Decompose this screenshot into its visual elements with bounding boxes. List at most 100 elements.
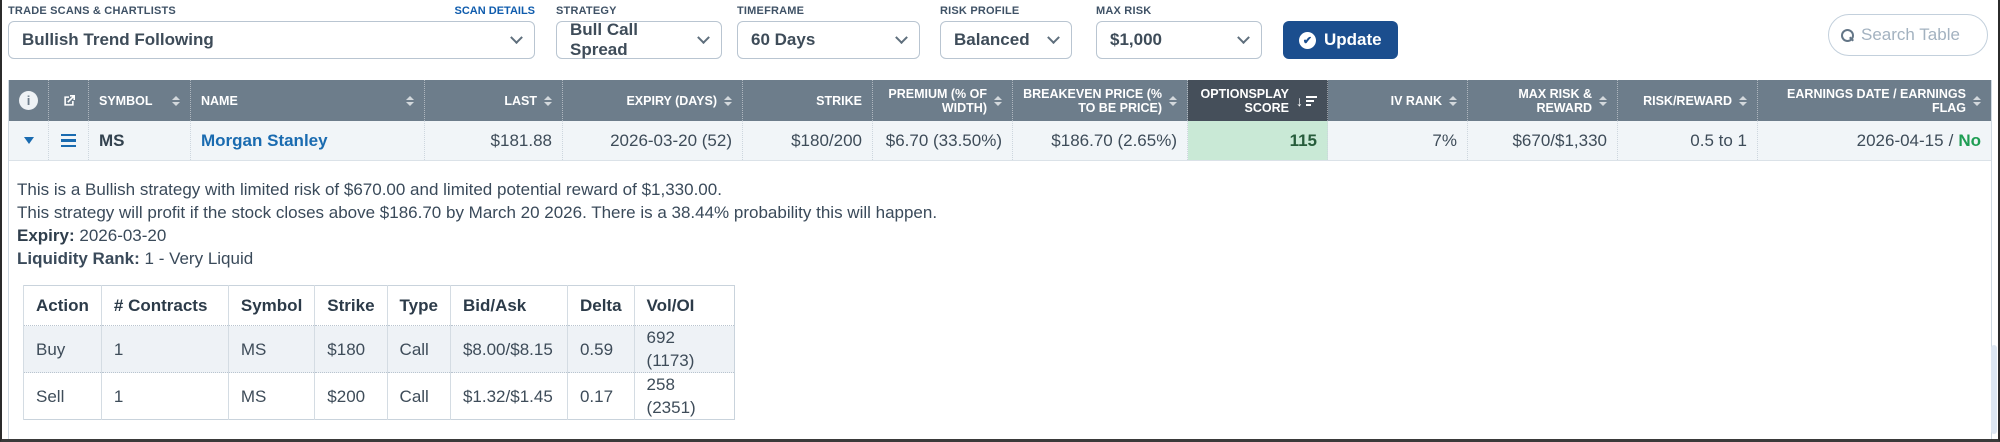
search-input[interactable] bbox=[1861, 25, 1975, 45]
column-header-premium[interactable]: PREMIUM (% OF WIDTH) bbox=[873, 80, 1013, 121]
leg-voloi: 692 (1173) bbox=[633, 325, 735, 373]
column-header-breakeven[interactable]: BREAKEVEN PRICE (% TO BE PRICE) bbox=[1013, 80, 1188, 121]
trade-scans-select[interactable]: Bullish Trend Following bbox=[8, 21, 535, 59]
timeframe-group: TIMEFRAME 60 Days bbox=[737, 4, 920, 59]
sort-icon bbox=[1599, 95, 1607, 106]
column-header-external-link[interactable] bbox=[49, 80, 89, 121]
risk-profile-group: RISK PROFILE Balanced bbox=[940, 4, 1072, 59]
company-link[interactable]: Morgan Stanley bbox=[201, 130, 328, 150]
timeframe-label: TIMEFRAME bbox=[737, 5, 805, 17]
trade-scans-label: TRADE SCANS & CHARTLISTS bbox=[8, 5, 176, 17]
column-header-info[interactable]: i bbox=[9, 80, 49, 121]
column-header-risk-reward[interactable]: RISK/REWARD bbox=[1618, 80, 1758, 121]
sort-icon bbox=[406, 95, 414, 106]
chevron-down-icon bbox=[510, 30, 523, 44]
column-header-max-risk-reward[interactable]: MAX RISK & REWARD bbox=[1468, 80, 1618, 121]
expiry-line: Expiry: 2026-03-20 bbox=[17, 224, 1991, 247]
legs-header-voloi: Vol/OI bbox=[633, 285, 735, 326]
last-cell: $181.88 bbox=[425, 121, 563, 160]
optionsplay-score-cell: 115 bbox=[1188, 121, 1328, 160]
legs-row-buy: Buy 1 MS $180 Call $8.00/$8.15 0.59 692 … bbox=[23, 325, 735, 373]
symbol-cell: MS bbox=[89, 121, 191, 160]
legs-row-sell: Sell 1 MS $200 Call $1.32/$1.45 0.17 258… bbox=[23, 372, 735, 420]
table-row: MS Morgan Stanley $181.88 2026-03-20 (52… bbox=[9, 121, 1991, 161]
scrollbar[interactable] bbox=[1991, 345, 1997, 434]
leg-strike: $200 bbox=[314, 372, 388, 420]
leg-voloi: 258 (2351) bbox=[633, 372, 735, 420]
max-risk-select[interactable]: $1,000 bbox=[1096, 21, 1262, 59]
chevron-down-icon bbox=[895, 30, 908, 44]
breakeven-cell: $186.70 (2.65%) bbox=[1013, 121, 1188, 160]
earnings-cell: 2026-04-15 / No bbox=[1758, 121, 1991, 160]
row-menu-cell[interactable] bbox=[49, 121, 89, 160]
column-header-iv-rank[interactable]: IV RANK bbox=[1328, 80, 1468, 121]
liquidity-value: 1 - Very Liquid bbox=[144, 249, 254, 268]
external-link-icon bbox=[63, 94, 75, 106]
leg-bidask: $8.00/$8.15 bbox=[449, 325, 568, 373]
expiry-days-cell: 2026-03-20 (52) bbox=[563, 121, 743, 160]
check-circle-icon: ✔ bbox=[1299, 31, 1316, 49]
leg-action: Buy bbox=[23, 325, 102, 373]
sort-icon bbox=[172, 95, 180, 106]
strategy-label: STRATEGY bbox=[556, 5, 617, 17]
chevron-down-icon bbox=[1047, 30, 1060, 44]
legs-header-symbol: Symbol bbox=[227, 285, 315, 326]
strike-cell: $180/200 bbox=[743, 121, 873, 160]
leg-bidask: $1.32/$1.45 bbox=[449, 372, 568, 420]
toolbar: TRADE SCANS & CHARTLISTS SCAN DETAILS Bu… bbox=[0, 0, 2000, 66]
leg-type: Call bbox=[386, 325, 451, 373]
timeframe-value: 60 Days bbox=[751, 30, 816, 49]
column-header-name[interactable]: NAME bbox=[191, 80, 425, 121]
search-icon bbox=[1841, 28, 1854, 42]
strategy-group: STRATEGY Bull Call Spread bbox=[556, 4, 722, 59]
sort-icon bbox=[544, 95, 552, 106]
legs-table: Action # Contracts Symbol Strike Type Bi… bbox=[23, 285, 735, 420]
trade-scans-value: Bullish Trend Following bbox=[22, 30, 214, 49]
earnings-date: 2026-04-15 bbox=[1856, 130, 1944, 150]
legs-header-bidask: Bid/Ask bbox=[449, 285, 568, 326]
leg-contracts: 1 bbox=[100, 325, 229, 373]
max-risk-label: MAX RISK bbox=[1096, 5, 1152, 17]
column-header-expiry-days[interactable]: EXPIRY (DAYS) bbox=[563, 80, 743, 121]
column-header-strike[interactable]: STRIKE bbox=[743, 80, 873, 121]
leg-contracts: 1 bbox=[100, 372, 229, 420]
update-button[interactable]: ✔ Update bbox=[1283, 21, 1398, 59]
max-risk-reward-cell: $670/$1,330 bbox=[1468, 121, 1618, 160]
premium-cell: $6.70 (33.50%) bbox=[873, 121, 1013, 160]
legs-header-type: Type bbox=[386, 285, 451, 326]
max-risk-group: MAX RISK $1,000 bbox=[1096, 4, 1262, 59]
sort-descending-icon: ↓ bbox=[1296, 94, 1317, 108]
legs-header-row: Action # Contracts Symbol Strike Type Bi… bbox=[23, 285, 735, 326]
sort-icon bbox=[1449, 95, 1457, 106]
scan-details-link[interactable]: SCAN DETAILS bbox=[454, 5, 535, 17]
strategy-select[interactable]: Bull Call Spread bbox=[556, 20, 722, 59]
column-header-earnings[interactable]: EARNINGS DATE / EARNINGS FLAG bbox=[1758, 80, 1991, 121]
liquidity-label: Liquidity Rank: bbox=[17, 249, 140, 268]
expand-row-cell[interactable] bbox=[9, 121, 49, 160]
risk-profile-label: RISK PROFILE bbox=[940, 5, 1020, 17]
strategy-details: This is a Bullish strategy with limited … bbox=[9, 161, 1991, 420]
iv-rank-cell: 7% bbox=[1328, 121, 1468, 160]
sort-icon bbox=[1169, 95, 1177, 106]
strategy-summary-line2: This strategy will profit if the stock c… bbox=[17, 203, 938, 222]
sort-icon bbox=[724, 95, 732, 106]
chevron-down-icon bbox=[1237, 30, 1250, 44]
risk-profile-select[interactable]: Balanced bbox=[940, 21, 1072, 59]
leg-strike: $180 bbox=[314, 325, 388, 373]
search-table-box bbox=[1828, 14, 1988, 56]
caret-down-icon bbox=[23, 137, 34, 144]
strategy-value: Bull Call Spread bbox=[570, 20, 639, 59]
chevron-down-icon bbox=[697, 30, 710, 44]
sort-icon bbox=[1739, 95, 1747, 106]
column-header-optionsplay-score[interactable]: OPTIONSPLAY SCORE ↓ bbox=[1188, 80, 1328, 121]
liquidity-line: Liquidity Rank: 1 - Very Liquid bbox=[17, 247, 1991, 270]
column-header-symbol[interactable]: SYMBOL bbox=[89, 80, 191, 121]
leg-symbol: MS bbox=[227, 372, 315, 420]
column-header-last[interactable]: LAST bbox=[425, 80, 563, 121]
timeframe-select[interactable]: 60 Days bbox=[737, 21, 920, 59]
leg-delta: 0.17 bbox=[566, 372, 635, 420]
info-icon: i bbox=[19, 91, 38, 110]
name-cell: Morgan Stanley bbox=[191, 121, 425, 160]
legs-header-strike: Strike bbox=[314, 285, 388, 326]
leg-delta: 0.59 bbox=[566, 325, 635, 373]
